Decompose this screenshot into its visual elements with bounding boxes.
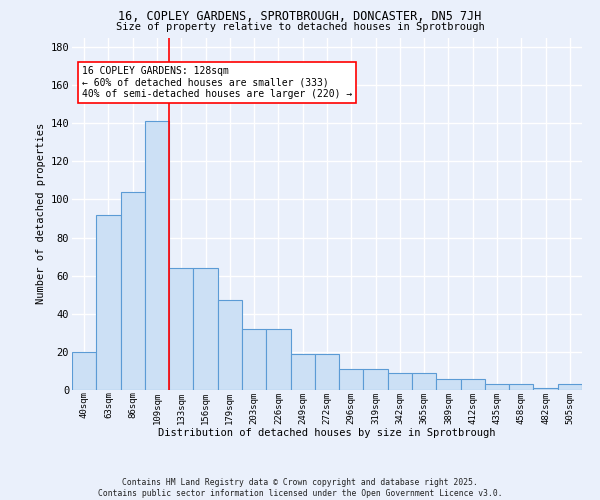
Bar [145,122,169,390]
Bar [533,388,558,390]
Bar [218,300,242,390]
Bar [509,384,533,390]
Bar [169,268,193,390]
Bar [193,268,218,390]
Bar [266,329,290,390]
Text: 16 COPLEY GARDENS: 128sqm
← 60% of detached houses are smaller (333)
40% of semi: 16 COPLEY GARDENS: 128sqm ← 60% of detac… [82,66,352,99]
Text: 16, COPLEY GARDENS, SPROTBROUGH, DONCASTER, DN5 7JH: 16, COPLEY GARDENS, SPROTBROUGH, DONCAST… [118,10,482,23]
Bar [72,352,96,390]
Bar [364,369,388,390]
Text: Size of property relative to detached houses in Sprotbrough: Size of property relative to detached ho… [116,22,484,32]
Bar [412,373,436,390]
Bar [315,354,339,390]
Y-axis label: Number of detached properties: Number of detached properties [37,123,46,304]
Bar [558,384,582,390]
Bar [461,378,485,390]
Bar [290,354,315,390]
Bar [388,373,412,390]
X-axis label: Distribution of detached houses by size in Sprotbrough: Distribution of detached houses by size … [158,428,496,438]
Bar [339,369,364,390]
Bar [485,384,509,390]
Bar [242,329,266,390]
Bar [121,192,145,390]
Text: Contains HM Land Registry data © Crown copyright and database right 2025.
Contai: Contains HM Land Registry data © Crown c… [98,478,502,498]
Bar [96,214,121,390]
Bar [436,378,461,390]
